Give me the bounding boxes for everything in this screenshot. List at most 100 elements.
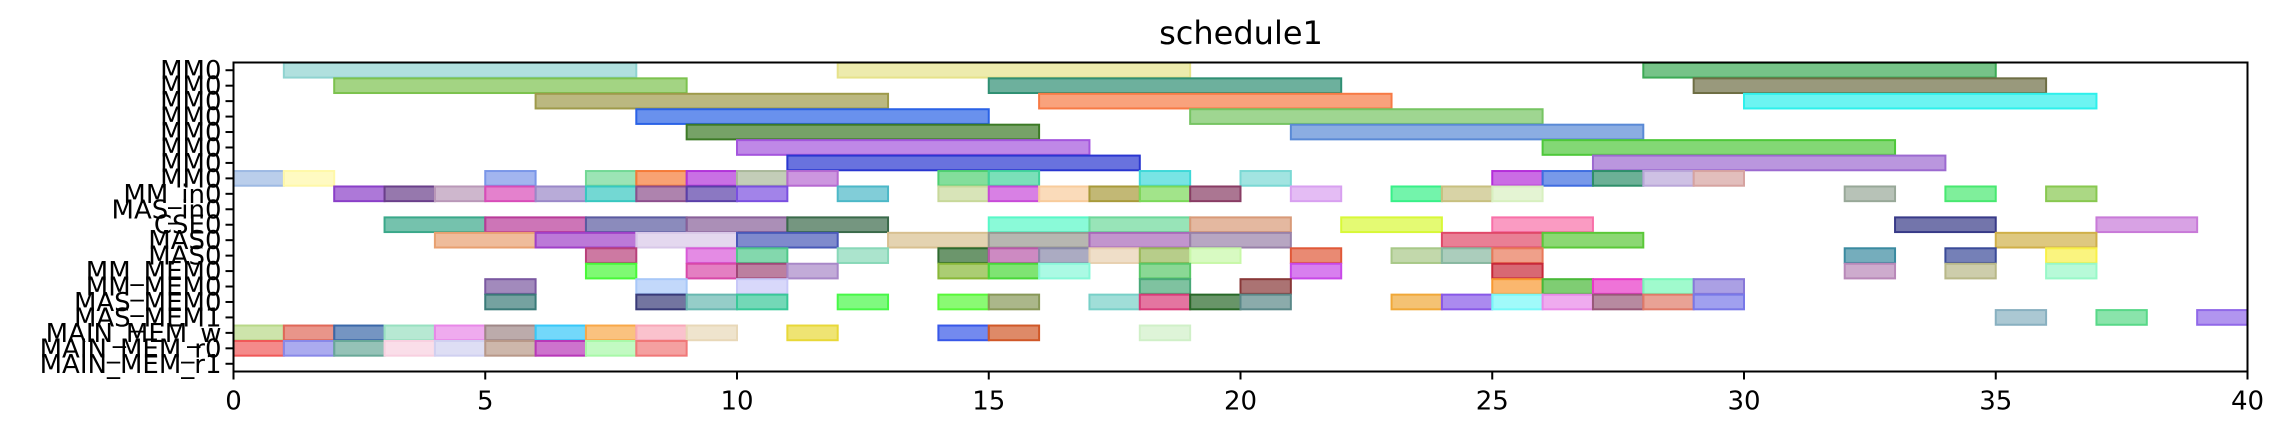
task-bar	[1289, 185, 1343, 203]
task-bar	[1692, 170, 1746, 187]
task-bar	[1088, 247, 1141, 264]
y-tick-label: MAS_MEM0	[74, 288, 222, 318]
x-tick-label: 25	[1476, 387, 1509, 417]
task-bar	[534, 324, 587, 342]
task-bar	[836, 185, 890, 203]
task-bar	[685, 247, 739, 264]
task-bar	[987, 216, 1091, 234]
task-bar	[584, 185, 638, 203]
task-bar	[1944, 185, 1997, 203]
task-bar	[1138, 185, 1192, 203]
task-bar	[484, 324, 537, 342]
task-bar	[736, 278, 789, 295]
task-bar	[635, 324, 688, 342]
task-bar	[534, 185, 587, 203]
y-tick-label: MM0	[160, 72, 221, 102]
y-tick-label: MAIN_MEM_r1	[40, 350, 222, 380]
task-bar	[786, 216, 890, 234]
task-bar	[282, 324, 336, 342]
task-bar	[987, 170, 1041, 187]
task-bar	[282, 61, 638, 79]
task-bar	[2045, 262, 2098, 280]
task-bar	[987, 231, 1091, 249]
task-bar	[383, 339, 436, 357]
task-bar	[484, 216, 587, 234]
task-bar	[887, 231, 990, 249]
y-tick-label: MAS0	[148, 242, 221, 272]
task-bar	[2045, 185, 2098, 203]
task-bar	[584, 216, 688, 234]
task-bar	[736, 231, 839, 249]
task-bar	[1088, 185, 1141, 203]
task-bar	[584, 170, 638, 187]
bars-layer	[232, 61, 2249, 357]
task-bar	[433, 324, 487, 342]
y-tick-label: MM_in0	[123, 180, 221, 210]
chart-title: schedule1	[1159, 14, 1323, 52]
task-bar	[1692, 278, 1746, 295]
task-bar	[433, 339, 487, 357]
y-tick-label: MAS0	[148, 226, 221, 256]
task-bar	[1038, 247, 1091, 264]
task-bar	[534, 231, 638, 249]
task-bar	[484, 293, 537, 311]
task-bar	[685, 293, 739, 311]
task-bar	[1390, 185, 1443, 203]
task-bar	[937, 324, 990, 342]
y-tick-label: MAIN_MEM_r0	[40, 334, 222, 364]
task-bar	[534, 339, 587, 357]
task-bar	[1239, 278, 1292, 295]
task-bar	[333, 324, 386, 342]
task-bar	[282, 170, 336, 187]
task-bar	[1088, 293, 1141, 311]
task-bar	[1994, 231, 2098, 249]
task-bar	[2196, 309, 2249, 326]
task-bar	[1289, 262, 1343, 280]
task-bar	[1189, 293, 1242, 311]
task-bar	[1491, 278, 1544, 295]
task-bar	[1189, 231, 1292, 249]
x-tick-label: 35	[1979, 387, 2012, 417]
task-bar	[1541, 170, 1594, 187]
task-bar	[685, 216, 789, 234]
task-bar	[635, 278, 688, 295]
task-bar	[635, 170, 688, 187]
task-bar	[937, 170, 990, 187]
task-bar	[1541, 278, 1594, 295]
task-bar	[1642, 278, 1695, 295]
task-bar	[1541, 231, 1645, 249]
task-bar	[1944, 247, 1997, 264]
task-bar	[937, 247, 990, 264]
task-bar	[937, 185, 990, 203]
task-bar	[1138, 324, 1192, 342]
task-bar	[736, 247, 789, 264]
y-tick-label: MM0	[160, 87, 221, 117]
y-tick-labels: MM0MM0MM0MM0MM0MM0MM0MM0MM_in0MAS_in0CSE…	[40, 56, 234, 380]
y-tick-label: MM0	[160, 118, 221, 148]
task-bar	[685, 185, 739, 203]
task-bar	[635, 185, 688, 203]
y-tick-label: MAIN_MEM_w	[46, 319, 222, 349]
task-bar	[1189, 108, 1544, 125]
task-bar	[635, 108, 990, 125]
plot-frame	[232, 61, 2249, 373]
x-tick-label: 15	[972, 387, 1005, 417]
x-tick-label: 20	[1224, 387, 1257, 417]
task-bar	[1189, 216, 1292, 234]
y-tick-label: MAS_in0	[112, 195, 222, 225]
task-bar	[736, 262, 789, 280]
task-bar	[333, 77, 688, 95]
task-bar	[1642, 293, 1695, 311]
task-bar	[2045, 247, 2098, 264]
task-bar	[333, 185, 386, 203]
task-bar	[1743, 92, 2098, 110]
task-bar	[232, 170, 285, 187]
task-bar	[1994, 309, 2048, 326]
task-bar	[1541, 293, 1594, 311]
task-bar	[433, 231, 537, 249]
task-bar	[1692, 293, 1746, 311]
task-bar	[1591, 154, 1947, 172]
task-bar	[232, 324, 285, 342]
task-bar	[1138, 293, 1192, 311]
